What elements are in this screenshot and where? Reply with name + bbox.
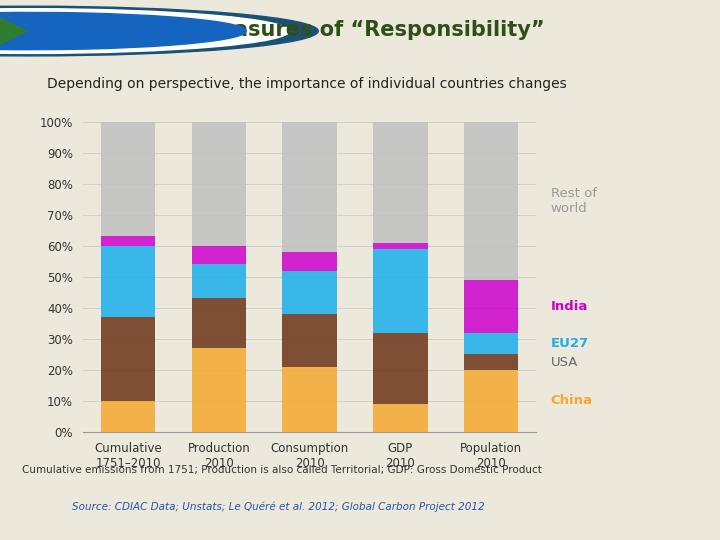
- Text: Cumulative emissions from 1751; Production is also called Territorial; GDP: Gros: Cumulative emissions from 1751; Producti…: [22, 464, 541, 475]
- Bar: [464, 354, 518, 370]
- Circle shape: [0, 9, 289, 53]
- Bar: [464, 122, 518, 280]
- Bar: [192, 265, 246, 299]
- Bar: [373, 249, 428, 333]
- Text: EU27: EU27: [551, 337, 589, 350]
- Bar: [192, 246, 246, 265]
- Bar: [373, 122, 428, 242]
- Bar: [192, 122, 246, 246]
- Bar: [282, 122, 337, 252]
- Bar: [464, 333, 518, 354]
- Circle shape: [0, 6, 318, 56]
- Bar: [282, 314, 337, 367]
- Bar: [192, 348, 246, 432]
- Text: Depending on perspective, the importance of individual countries changes: Depending on perspective, the importance…: [47, 77, 567, 91]
- Bar: [282, 271, 337, 314]
- Text: USA: USA: [551, 356, 578, 369]
- Bar: [464, 280, 518, 333]
- Bar: [101, 122, 156, 237]
- Text: Rest of
world: Rest of world: [551, 187, 597, 215]
- Text: Source: CDIAC Data; Unstats; Le Quéré et al. 2012; Global Carbon Project 2012: Source: CDIAC Data; Unstats; Le Quéré et…: [72, 502, 485, 512]
- Text: Alternative measures of “Responsibility”: Alternative measures of “Responsibility”: [59, 20, 544, 40]
- Bar: [282, 252, 337, 271]
- Bar: [101, 237, 156, 246]
- Wedge shape: [0, 12, 246, 50]
- Bar: [101, 246, 156, 317]
- Bar: [101, 401, 156, 432]
- Text: India: India: [551, 300, 588, 313]
- Bar: [101, 317, 156, 401]
- Bar: [373, 333, 428, 404]
- Wedge shape: [0, 13, 30, 49]
- Bar: [282, 367, 337, 432]
- Text: China: China: [551, 394, 593, 408]
- Bar: [373, 242, 428, 249]
- Bar: [464, 370, 518, 432]
- Bar: [373, 404, 428, 432]
- Bar: [192, 299, 246, 348]
